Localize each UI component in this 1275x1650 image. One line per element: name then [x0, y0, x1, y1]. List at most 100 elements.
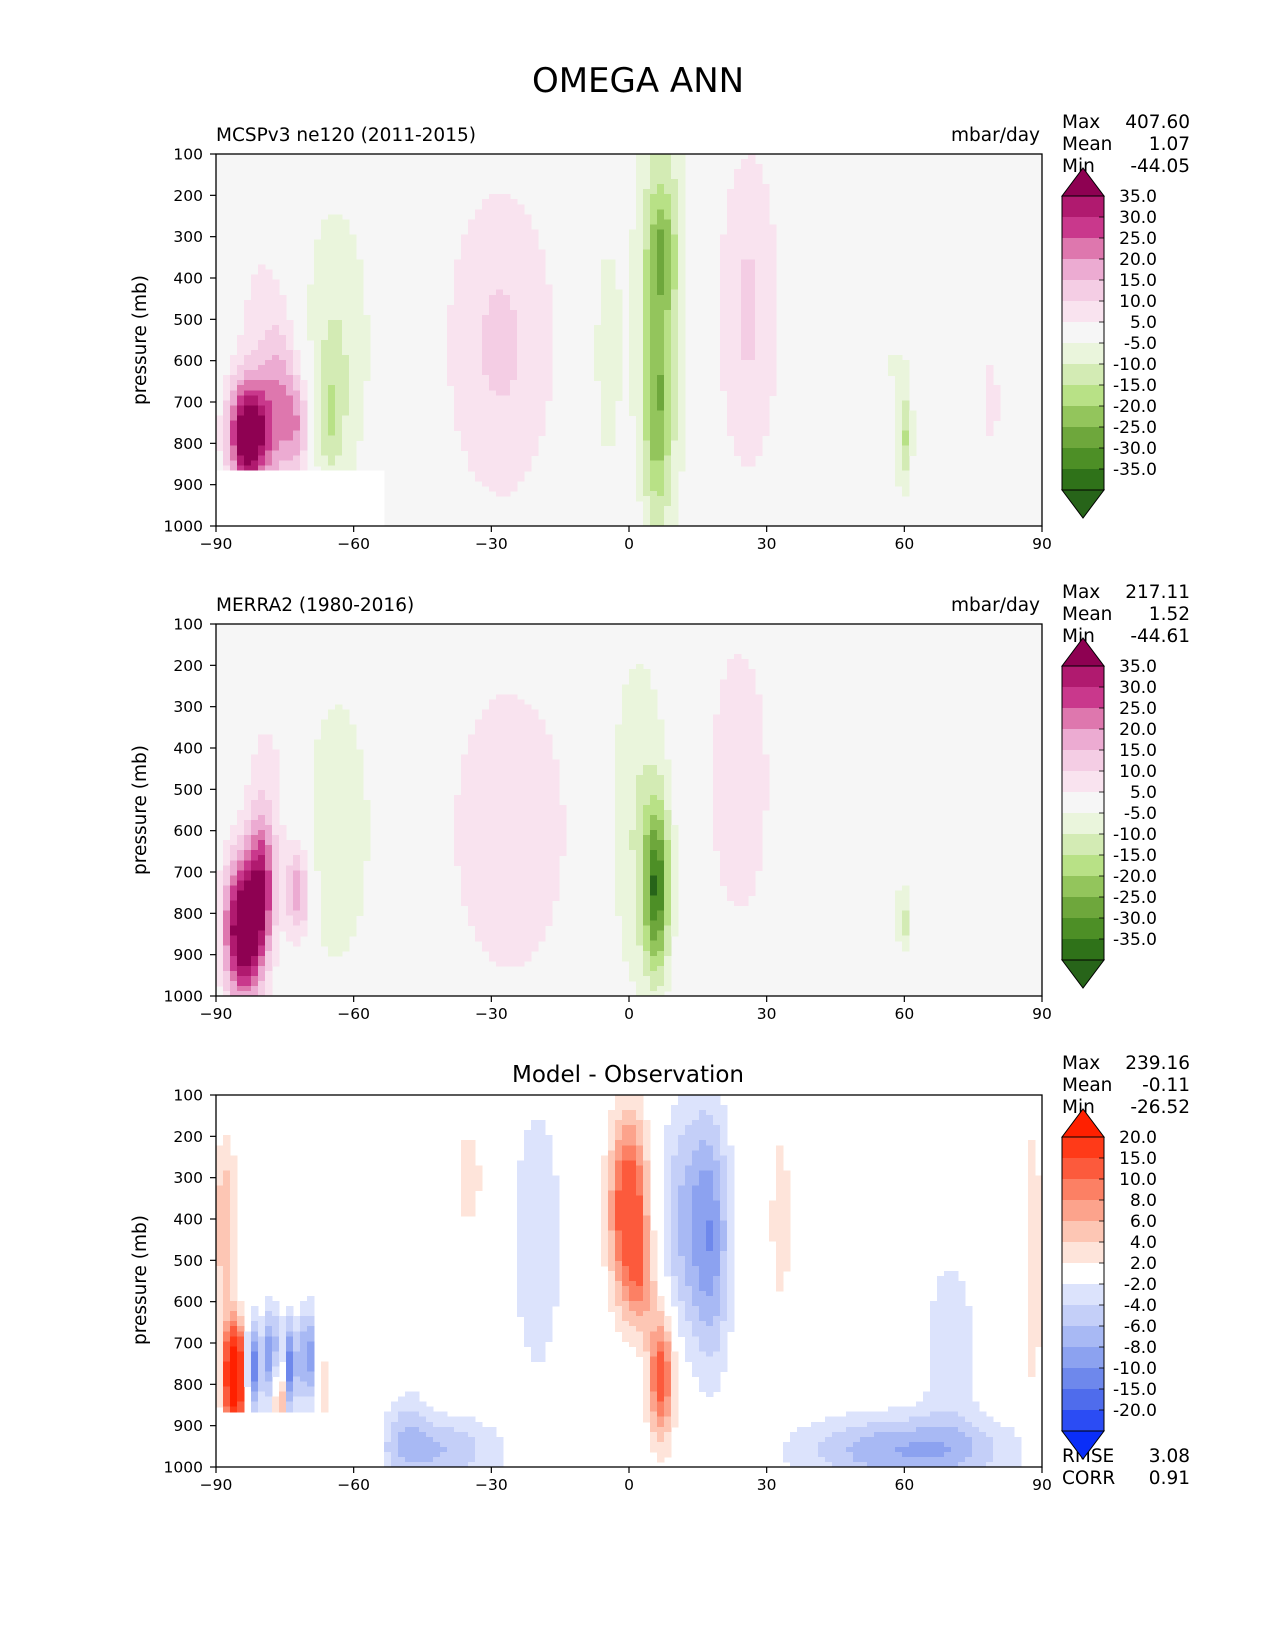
colorbar-segment — [1062, 364, 1104, 386]
colorbar-extend-min — [1061, 489, 1105, 519]
stats-block: Max 217.11 Mean 1.52 Min -44.61 — [1062, 582, 1190, 647]
y-tick-label: 400 — [173, 740, 203, 758]
colorbar-segment — [1062, 1305, 1104, 1327]
y-tick-label: 800 — [173, 435, 203, 453]
colorbar-segment — [1062, 343, 1104, 365]
colorbar-label: -20.0 — [1113, 867, 1157, 887]
y-tick-label: 900 — [173, 946, 203, 964]
y-tick-label: 300 — [173, 228, 203, 246]
colorbar-segment — [1062, 1284, 1104, 1306]
colorbar-segment — [1062, 708, 1104, 730]
stat-value: 217.11 — [1125, 582, 1190, 603]
colorbar-label: 5.0 — [1130, 313, 1157, 333]
y-tick-label: 100 — [173, 1087, 203, 1105]
x-tick-label: −90 — [200, 1005, 233, 1023]
rmse-corr-block: RMSE 3.08 CORR 0.91 — [1062, 1446, 1190, 1489]
stat-value: 407.60 — [1125, 112, 1190, 133]
colorbar-segment — [1062, 666, 1104, 688]
colorbar-segment — [1062, 196, 1104, 218]
stat-value: -0.11 — [1142, 1075, 1190, 1096]
y-tick-label: 200 — [173, 1128, 203, 1146]
x-tick-label: 0 — [624, 1476, 634, 1494]
y-tick-label: 400 — [173, 1211, 203, 1229]
colorbar-label: -5.0 — [1124, 334, 1157, 354]
colorbar-segment — [1062, 427, 1104, 449]
colorbar-label: 15.0 — [1119, 1149, 1157, 1169]
x-tick-label: −60 — [337, 535, 370, 553]
colorbar-segment — [1062, 1368, 1104, 1390]
panel-units: mbar/day — [951, 125, 1040, 146]
stat-value: -26.52 — [1130, 1097, 1190, 1118]
colorbar-segment — [1062, 918, 1104, 940]
colorbar-segment — [1062, 1221, 1104, 1243]
x-tick-label: −30 — [475, 1476, 508, 1494]
colorbar-segment — [1062, 238, 1104, 260]
x-tick-label: 60 — [894, 535, 914, 553]
y-tick-label: 400 — [173, 270, 203, 288]
stat-label: Mean — [1062, 1075, 1112, 1096]
stat-label: Max — [1062, 582, 1100, 603]
colorbar: 35.030.025.020.015.010.05.0-5.0-10.0-15.… — [1061, 637, 1157, 989]
colorbar-label: -8.0 — [1124, 1338, 1157, 1358]
colorbar-label: 10.0 — [1119, 762, 1157, 782]
y-tick-label: 200 — [173, 657, 203, 675]
stat-label: Min — [1062, 1097, 1095, 1118]
y-axis: 100 200 300 400 500 600 700 800 900 1000 — [164, 146, 216, 536]
colorbar-label: 25.0 — [1119, 699, 1157, 719]
colorbar-label: 30.0 — [1119, 678, 1157, 698]
colorbar-label: 35.0 — [1119, 657, 1157, 677]
colorbar-segment — [1062, 771, 1104, 793]
colorbar-segment — [1062, 876, 1104, 898]
colorbar-label: -5.0 — [1124, 804, 1157, 824]
y-axis: 100 200 300 400 500 600 700 800 900 1000 — [164, 1087, 216, 1477]
stat-value: 0.91 — [1149, 1468, 1190, 1489]
y-tick-label: 200 — [173, 187, 203, 205]
y-tick-label: 800 — [173, 1376, 203, 1394]
colorbar-label: -25.0 — [1113, 888, 1157, 908]
colorbar-segment — [1062, 322, 1104, 344]
y-tick-label: 600 — [173, 822, 203, 840]
x-tick-label: 30 — [757, 1005, 777, 1023]
y-tick-label: 900 — [173, 1417, 203, 1435]
y-tick-label: 900 — [173, 476, 203, 494]
colorbar-segment — [1062, 813, 1104, 835]
colorbar-segment — [1062, 750, 1104, 772]
x-tick-label: 90 — [1032, 1005, 1052, 1023]
colorbar-segment — [1062, 1347, 1104, 1369]
colorbar-segment — [1062, 792, 1104, 814]
colorbar-segment — [1062, 1410, 1104, 1432]
stat-label: Max — [1062, 112, 1100, 133]
y-tick-label: 500 — [173, 781, 203, 799]
colorbar-segment — [1062, 385, 1104, 407]
colorbar-label: 10.0 — [1119, 1170, 1157, 1190]
y-tick-label: 300 — [173, 1169, 203, 1187]
colorbar-segment — [1062, 687, 1104, 709]
colorbar-label: -15.0 — [1113, 1380, 1157, 1400]
colorbar-label: 15.0 — [1119, 271, 1157, 291]
colorbar-segment — [1062, 834, 1104, 856]
x-axis: −90 −60 −30 0 30 60 90 — [200, 1467, 1052, 1494]
colorbar-label: -6.0 — [1124, 1317, 1157, 1337]
plot-area — [215, 623, 1043, 997]
stat-value: 239.16 — [1125, 1053, 1190, 1074]
x-tick-label: 0 — [624, 1005, 634, 1023]
colorbar-label: -30.0 — [1113, 439, 1157, 459]
colorbar-label: -25.0 — [1113, 418, 1157, 438]
y-tick-label: 600 — [173, 1293, 203, 1311]
stat-value: -44.61 — [1130, 626, 1190, 647]
colorbar-segment — [1062, 1389, 1104, 1411]
y-tick-label: 500 — [173, 1252, 203, 1270]
colorbar-segment — [1062, 301, 1104, 323]
stats-block: Max 239.16 Mean -0.11 Min -26.52 — [1062, 1053, 1190, 1118]
x-tick-label: −60 — [337, 1476, 370, 1494]
panel-difference: Model - Observation pressure (mb) Max 239… — [130, 1053, 1190, 1494]
y-axis-label: pressure (mb) — [130, 1215, 151, 1345]
panel-observation: MERRA2 (1980-2016) mbar/day pressure (mb… — [130, 582, 1190, 1023]
colorbar-label: 8.0 — [1130, 1191, 1157, 1211]
colorbar-label: -35.0 — [1113, 460, 1157, 480]
colorbar-label: -35.0 — [1113, 930, 1157, 950]
colorbar-label: 25.0 — [1119, 229, 1157, 249]
colorbar-segment — [1062, 855, 1104, 877]
colorbar-segment — [1062, 259, 1104, 281]
colorbar-segment — [1062, 1326, 1104, 1348]
